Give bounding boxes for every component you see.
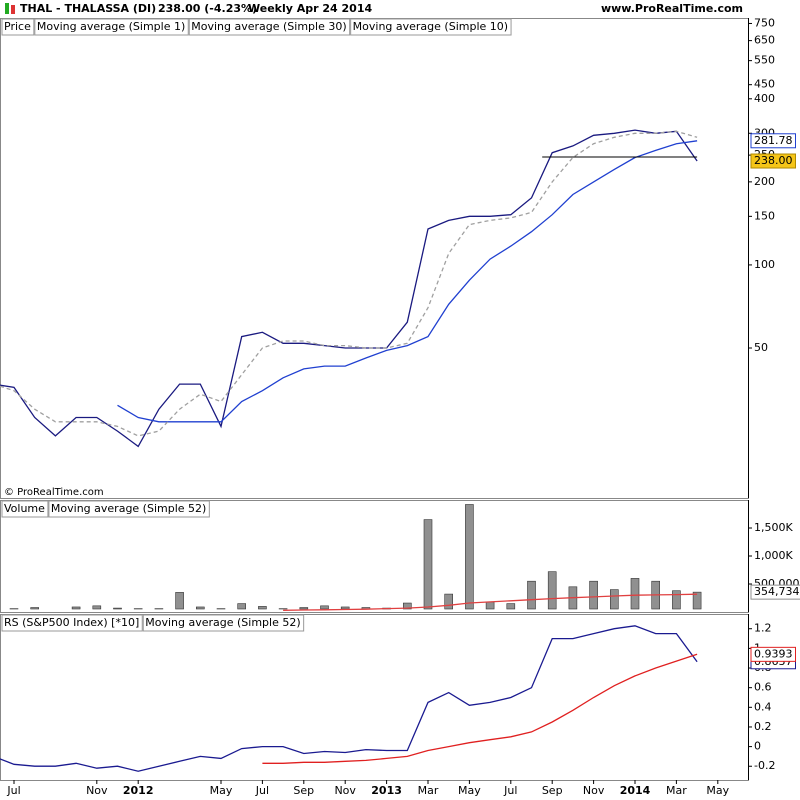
copyright: © ProRealTime.com <box>4 487 104 498</box>
last-value-label: 238.00 <box>754 154 793 167</box>
x-tick-label: Nov <box>334 784 356 797</box>
volume-bar <box>340 606 350 610</box>
legend-entry: Moving average (Simple 30) <box>191 20 346 33</box>
y-tick-label: 400 <box>754 92 775 105</box>
x-tick-label: May <box>210 784 233 797</box>
y-tick-label: 450 <box>754 78 775 91</box>
last-value-label: 281.78 <box>754 134 793 147</box>
y-tick-label: 50 <box>754 341 768 354</box>
x-tick-label: Mar <box>418 784 439 797</box>
last-value-box <box>750 646 796 662</box>
legend-entry: Price <box>4 20 31 33</box>
volume-bar <box>320 605 329 610</box>
series-line <box>262 653 698 764</box>
volume-bar <box>547 571 557 610</box>
x-tick-label: 2012 <box>123 784 154 797</box>
volume-bar <box>527 580 536 610</box>
x-tick-label: 2014 <box>620 784 651 797</box>
volume-bar <box>465 504 474 610</box>
series-line <box>0 130 698 437</box>
last-value-label: 354,734 <box>754 585 800 598</box>
volume-bar <box>589 580 598 610</box>
last-value-label: 0.9393 <box>754 647 793 660</box>
volume-bar <box>692 591 702 610</box>
legend-box <box>350 18 512 36</box>
volume-bar <box>196 606 205 610</box>
volume-bar <box>237 603 246 610</box>
legend-box <box>142 614 305 632</box>
x-tick-label: 2013 <box>371 784 402 797</box>
series-line <box>0 129 698 448</box>
last-value-box <box>750 153 796 169</box>
x-tick-label: Nov <box>86 784 108 797</box>
y-tick-label: 0 <box>754 740 761 753</box>
y-tick-label: 0.4 <box>754 700 772 713</box>
x-tick-label: Sep <box>542 784 563 797</box>
x-tick-label: Jul <box>503 784 517 797</box>
y-tick-label: -0.2 <box>754 759 775 772</box>
y-tick-label: 1,500K <box>754 521 793 534</box>
series-line <box>117 140 698 423</box>
legend-box <box>48 500 210 518</box>
legend-box <box>1 614 143 632</box>
legend-entry: Moving average (Simple 52) <box>145 616 300 629</box>
series-line <box>283 593 698 611</box>
y-tick-label: 550 <box>754 54 775 67</box>
y-tick-label: 1,000K <box>754 549 793 562</box>
volume-bar <box>506 603 516 610</box>
y-tick-label: 100 <box>754 258 775 271</box>
legend-box <box>1 500 49 518</box>
volume-bar <box>30 607 40 610</box>
volume-bar <box>92 605 102 610</box>
volume-bar <box>299 607 309 610</box>
site: www.ProRealTime.com <box>601 2 743 15</box>
y-tick-label: 650 <box>754 34 775 47</box>
x-tick-label: Jul <box>6 784 20 797</box>
y-tick-label: 200 <box>754 175 775 188</box>
legend-entry: RS (S&P500 Index) [*10] <box>4 616 139 629</box>
last-value-box <box>750 584 800 600</box>
volume-bar <box>423 519 433 610</box>
volume-bar <box>444 593 454 610</box>
period: Weekly Apr 24 2014 <box>248 2 372 15</box>
legend-entry: Volume <box>4 502 45 515</box>
volume-bar <box>485 601 495 610</box>
y-tick-label: 1.2 <box>754 622 772 635</box>
x-tick-label: Nov <box>583 784 605 797</box>
x-tick-label: May <box>706 784 729 797</box>
symbol: THAL - THALASSA (DI) <box>20 2 156 15</box>
y-tick-label: 0.6 <box>754 681 772 694</box>
y-tick-label: 750 <box>754 16 775 29</box>
volume-bar <box>175 592 184 610</box>
y-tick-label: 0.2 <box>754 720 772 733</box>
volume-bar <box>258 606 267 610</box>
x-tick-label: Jul <box>255 784 269 797</box>
legend-entry: Moving average (Simple 10) <box>353 20 508 33</box>
x-tick-label: Sep <box>293 784 314 797</box>
legend-entry: Moving average (Simple 1) <box>37 20 185 33</box>
volume-bar <box>402 602 412 610</box>
icon <box>11 5 15 14</box>
last-value-box <box>750 133 796 149</box>
legend-box <box>34 18 189 36</box>
volume-bar <box>71 606 81 610</box>
legend-box <box>188 18 351 36</box>
legend-box <box>1 18 35 36</box>
series-line <box>0 625 698 772</box>
x-tick-label: Mar <box>666 784 687 797</box>
volume-bar <box>672 590 681 610</box>
quote: 238.00 (-4.23%) <box>158 2 257 15</box>
volume-bar <box>609 589 619 610</box>
legend-entry: Moving average (Simple 52) <box>51 502 206 515</box>
volume-bar <box>630 578 640 610</box>
y-tick-label: 150 <box>754 209 775 222</box>
icon <box>5 3 9 14</box>
volume-bar <box>113 607 122 610</box>
x-tick-label: May <box>458 784 481 797</box>
